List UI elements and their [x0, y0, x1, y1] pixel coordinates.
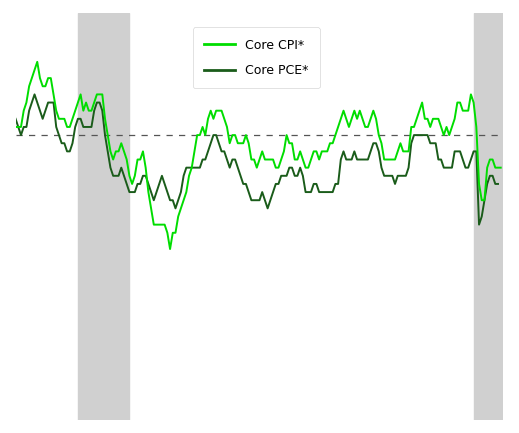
Legend: Core CPI*, Core PCE*: Core CPI*, Core PCE* [193, 27, 320, 88]
Bar [474, 13, 503, 420]
Bar [78, 13, 129, 420]
